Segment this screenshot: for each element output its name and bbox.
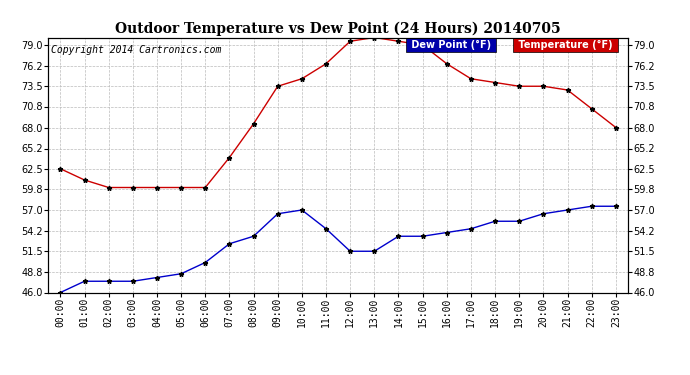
- Text: Copyright 2014 Cartronics.com: Copyright 2014 Cartronics.com: [51, 45, 221, 55]
- Title: Outdoor Temperature vs Dew Point (24 Hours) 20140705: Outdoor Temperature vs Dew Point (24 Hou…: [115, 22, 561, 36]
- Text: Temperature (°F): Temperature (°F): [515, 40, 616, 50]
- Text: Dew Point (°F): Dew Point (°F): [408, 40, 494, 50]
